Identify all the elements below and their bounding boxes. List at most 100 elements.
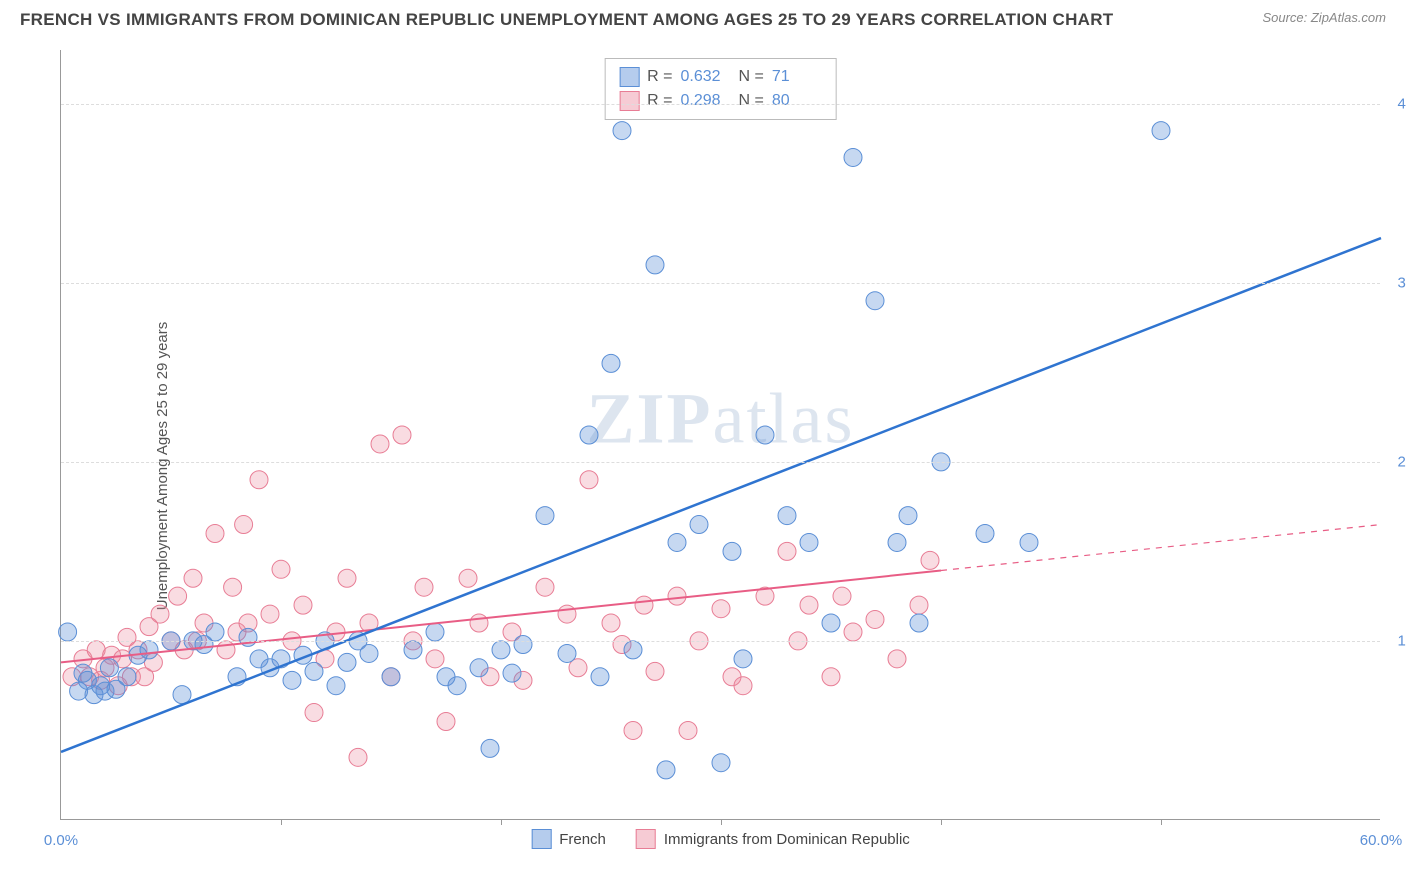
scatter-point	[169, 587, 187, 605]
scatter-point	[338, 653, 356, 671]
scatter-point	[866, 292, 884, 310]
scatter-point	[712, 600, 730, 618]
x-tick-label: 60.0%	[1360, 832, 1403, 849]
scatter-point	[668, 533, 686, 551]
scatter-point	[283, 671, 301, 689]
scatter-point	[393, 426, 411, 444]
y-tick-label: 20.0%	[1397, 453, 1406, 470]
source-link[interactable]: ZipAtlas.com	[1311, 10, 1386, 25]
scatter-point	[382, 668, 400, 686]
y-tick-label: 40.0%	[1397, 95, 1406, 112]
legend-swatch	[636, 829, 656, 849]
r-label: R =	[647, 68, 672, 86]
scatter-point	[657, 761, 675, 779]
scatter-point	[591, 668, 609, 686]
scatter-point	[261, 605, 279, 623]
chart-container: Unemployment Among Ages 25 to 29 years Z…	[0, 40, 1406, 892]
scatter-point	[305, 662, 323, 680]
scatter-point	[613, 122, 631, 140]
scatter-point	[536, 507, 554, 525]
scatter-point	[100, 659, 118, 677]
scatter-point	[910, 596, 928, 614]
scatter-point	[778, 542, 796, 560]
trend-line-pink-dashed	[941, 525, 1381, 571]
x-tick	[501, 819, 502, 825]
scatter-point	[734, 677, 752, 695]
scatter-point	[624, 641, 642, 659]
scatter-point	[558, 605, 576, 623]
scatter-point	[888, 533, 906, 551]
plot-area: ZIPatlas R =0.632N =71R =0.298N =80 Fren…	[60, 50, 1380, 820]
scatter-point	[844, 623, 862, 641]
y-tick-label: 10.0%	[1397, 632, 1406, 649]
scatter-point	[646, 662, 664, 680]
n-label: N =	[739, 92, 764, 110]
source-prefix: Source:	[1262, 10, 1310, 25]
scatter-point	[712, 754, 730, 772]
scatter-point	[481, 739, 499, 757]
scatter-point	[459, 569, 477, 587]
scatter-point	[899, 507, 917, 525]
n-value: 80	[772, 92, 822, 110]
scatter-point	[272, 560, 290, 578]
legend-swatch	[531, 829, 551, 849]
legend-swatch	[619, 91, 639, 111]
scatter-point	[866, 610, 884, 628]
scatter-point	[646, 256, 664, 274]
scatter-point	[437, 713, 455, 731]
scatter-point	[679, 721, 697, 739]
series-legend-item: Immigrants from Dominican Republic	[636, 829, 910, 849]
scatter-point	[635, 596, 653, 614]
scatter-point	[140, 641, 158, 659]
scatter-point	[294, 596, 312, 614]
scatter-point	[59, 623, 77, 641]
r-label: R =	[647, 92, 672, 110]
legend-swatch	[619, 67, 639, 87]
scatter-point	[415, 578, 433, 596]
scatter-point	[151, 605, 169, 623]
scatter-point	[558, 644, 576, 662]
scatter-point	[800, 533, 818, 551]
r-value: 0.298	[681, 92, 731, 110]
scatter-point	[602, 614, 620, 632]
series-legend: French Immigrants from Dominican Republic	[531, 829, 910, 849]
scatter-point	[833, 587, 851, 605]
series-legend-item: French	[531, 829, 606, 849]
scatter-point	[118, 668, 136, 686]
scatter-point	[492, 641, 510, 659]
scatter-point	[602, 354, 620, 372]
scatter-point	[173, 686, 191, 704]
x-tick-label: 0.0%	[44, 832, 78, 849]
scatter-point	[822, 668, 840, 686]
scatter-point	[778, 507, 796, 525]
scatter-point	[888, 650, 906, 668]
scatter-point	[360, 644, 378, 662]
scatter-point	[734, 650, 752, 668]
stat-legend-row: R = 0.298 N = 80	[619, 89, 822, 113]
y-tick-label: 30.0%	[1397, 274, 1406, 291]
scatter-point	[305, 704, 323, 722]
scatter-point	[206, 524, 224, 542]
scatter-point	[580, 471, 598, 489]
x-tick	[941, 819, 942, 825]
chart-title: FRENCH VS IMMIGRANTS FROM DOMINICAN REPU…	[20, 10, 1113, 30]
scatter-point	[844, 148, 862, 166]
stat-legend-row: R =0.632N =71	[619, 65, 822, 89]
grid-line	[61, 283, 1380, 284]
source-attribution: Source: ZipAtlas.com	[1262, 10, 1386, 25]
scatter-point	[910, 614, 928, 632]
scatter-point	[235, 516, 253, 534]
x-tick	[721, 819, 722, 825]
x-tick	[281, 819, 282, 825]
scatter-point	[976, 524, 994, 542]
r-value: 0.632	[681, 68, 731, 86]
scatter-point	[371, 435, 389, 453]
n-label: N =	[739, 68, 764, 86]
scatter-point	[470, 659, 488, 677]
scatter-point	[250, 471, 268, 489]
series-label: Immigrants from Dominican Republic	[664, 831, 910, 848]
scatter-point	[224, 578, 242, 596]
correlation-legend: R =0.632N =71R =0.298N =80	[604, 58, 837, 120]
scatter-point	[448, 677, 466, 695]
scatter-point	[668, 587, 686, 605]
